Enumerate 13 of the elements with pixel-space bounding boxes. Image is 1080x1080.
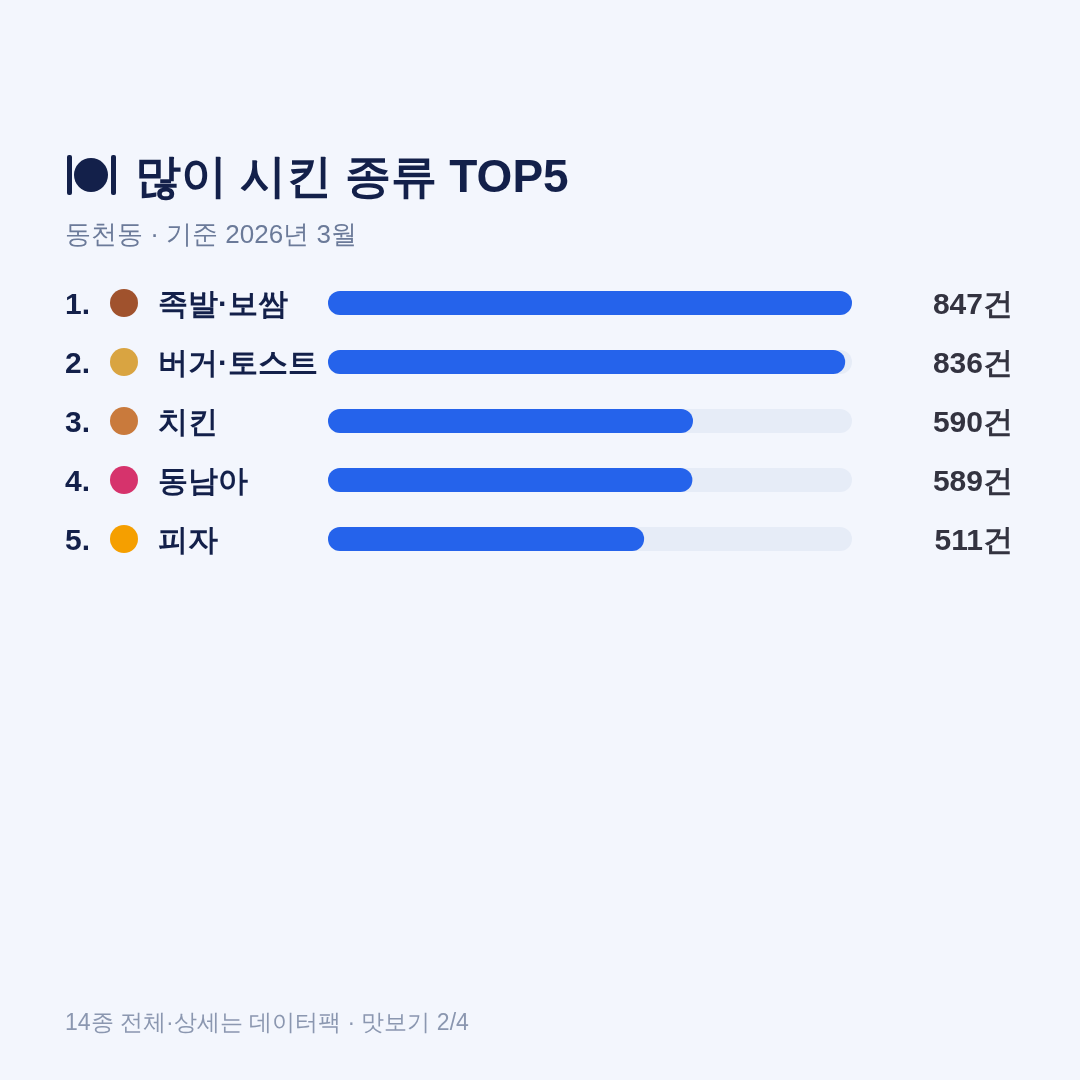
category-label: 2. 버거·토스트 xyxy=(65,346,318,379)
data-label: 589건 xyxy=(932,464,1013,497)
chart-title: 많이 시킨 종류 TOP5 xyxy=(135,150,569,202)
data-label: 836건 xyxy=(932,346,1013,379)
data-label: 847건 xyxy=(932,287,1013,320)
data-label: 511건 xyxy=(934,523,1013,556)
text: 14종 전체·상세는 데이터팩 · 맛보기 2/4 xyxy=(65,1009,470,1035)
category-label: 4. 동남아 xyxy=(65,464,248,497)
category-label: 1. 족발·보쌈 xyxy=(65,287,288,320)
category-label: 5. 피자 xyxy=(65,523,218,556)
data-label: 590건 xyxy=(932,405,1013,438)
category-label: 3. 치킨 xyxy=(65,405,218,438)
chart-subtitle: 동천동 · 기준 2026년 3월 xyxy=(65,219,357,249)
